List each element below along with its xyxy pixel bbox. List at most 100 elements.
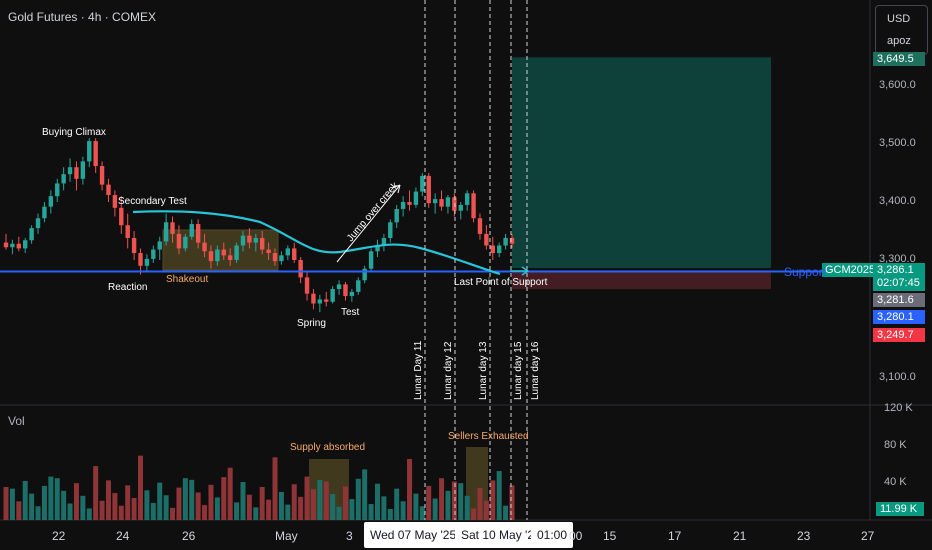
volume-current-tag: 11.99 K — [876, 502, 924, 516]
candle-body — [215, 249, 220, 262]
volume-bar — [227, 467, 233, 520]
volume-bar — [317, 479, 323, 520]
bar-countdown: 02:07:45 — [877, 277, 920, 289]
candle-body — [394, 208, 399, 223]
annotation-sellers-exhausted: Sellers Exhausted — [448, 431, 529, 442]
volume-bar — [278, 491, 284, 520]
volume-bar — [208, 484, 214, 520]
lunar-label: Lunar day 13 — [478, 341, 489, 400]
shakeout-box — [162, 229, 279, 271]
candle-body — [292, 248, 297, 260]
candle-body — [221, 249, 226, 256]
annotation-supply-absorbed: Supply absorbed — [290, 442, 366, 453]
volume-bar — [22, 480, 28, 520]
candle-body — [240, 235, 246, 246]
candle-body — [356, 280, 361, 292]
volume-bar — [67, 503, 73, 520]
volume-bar — [246, 494, 252, 520]
volume-bar — [355, 478, 361, 520]
volume-bar — [86, 508, 92, 520]
volume-bar — [336, 506, 342, 520]
price-tick: 3,500.0 — [879, 137, 916, 149]
candle-body — [93, 141, 98, 167]
user-label: apoz — [887, 35, 911, 47]
volume-bar — [426, 485, 432, 520]
volume-bar — [253, 507, 259, 520]
volume-bar — [157, 482, 163, 520]
volume-bar — [330, 494, 336, 520]
candle-body — [477, 218, 483, 234]
volume-bar — [9, 488, 15, 520]
candle-body — [106, 184, 111, 196]
candle-body — [439, 199, 444, 207]
volume-bar — [394, 488, 400, 520]
time-tick: 27 — [861, 529, 875, 543]
candle-body — [189, 224, 194, 237]
volume-bar — [105, 480, 111, 520]
volume-tick: 40 K — [884, 476, 907, 488]
candle-body — [388, 222, 393, 238]
volume-bar — [471, 508, 477, 520]
volume-bar — [362, 469, 368, 520]
volume-bar — [54, 478, 60, 520]
candle-body — [247, 235, 252, 243]
candle-body — [16, 243, 22, 249]
candle-body — [144, 258, 150, 266]
volume-bar — [125, 485, 131, 520]
price-tick: 3,300.0 — [879, 253, 916, 265]
time-tick: 24 — [116, 529, 130, 543]
volume-bar — [285, 504, 291, 520]
candle-body — [253, 237, 258, 243]
candle-body — [285, 248, 291, 256]
volume-bar — [144, 490, 150, 520]
volume-bar — [221, 477, 227, 520]
candle-body — [496, 245, 502, 254]
candle-body — [176, 233, 182, 249]
candle-body — [503, 237, 508, 246]
volume-bar — [445, 490, 451, 520]
lps-arrow — [510, 266, 530, 276]
candle-body — [432, 199, 438, 204]
price-tick: 3,600.0 — [879, 79, 916, 91]
volume-bar — [458, 483, 464, 520]
candle-body — [131, 237, 137, 254]
candle-body — [490, 245, 495, 254]
chart-title: Gold Futures · 4h · COMEX — [8, 10, 157, 24]
candle-body — [112, 195, 118, 208]
volume-bar — [503, 505, 509, 520]
candle-body — [125, 225, 130, 238]
crosshair-date-1: Wed 07 May '25 — [364, 522, 463, 548]
volume-bar — [29, 493, 35, 520]
volume-bar — [272, 457, 278, 520]
candle-body — [349, 291, 355, 296]
candle-body — [311, 293, 316, 304]
volume-bar — [182, 478, 188, 520]
annotation-test: Test — [341, 307, 360, 318]
annotation-spring: Spring — [297, 318, 326, 329]
candle-body — [170, 222, 175, 234]
volume-bar — [298, 496, 304, 520]
candle-body — [400, 202, 406, 209]
candle-body — [330, 289, 335, 302]
time-tick: 26 — [182, 529, 196, 543]
volume-bar — [464, 495, 470, 520]
last-price-tag: 3,286.1 02:07:45 — [873, 263, 925, 291]
volume-bar — [240, 482, 246, 520]
candle-body — [138, 253, 143, 266]
currency-selector[interactable]: USD apoz — [875, 5, 928, 55]
volume-bar — [381, 496, 387, 520]
price-tag-blue: 3,280.1 — [873, 310, 925, 324]
time-tick: 3 — [346, 529, 353, 543]
currency-label: USD — [887, 13, 911, 25]
annotation-buying-climax: Buying Climax — [42, 127, 106, 138]
time-tick: 15 — [603, 529, 617, 543]
candle-body — [157, 241, 162, 250]
candle-body — [407, 202, 412, 205]
candle-body — [304, 277, 310, 294]
candle-body — [266, 249, 271, 254]
candle-body — [484, 233, 489, 246]
volume-bar — [170, 507, 176, 520]
price-tick: 3,100.0 — [879, 371, 916, 383]
candle-body — [208, 251, 214, 262]
